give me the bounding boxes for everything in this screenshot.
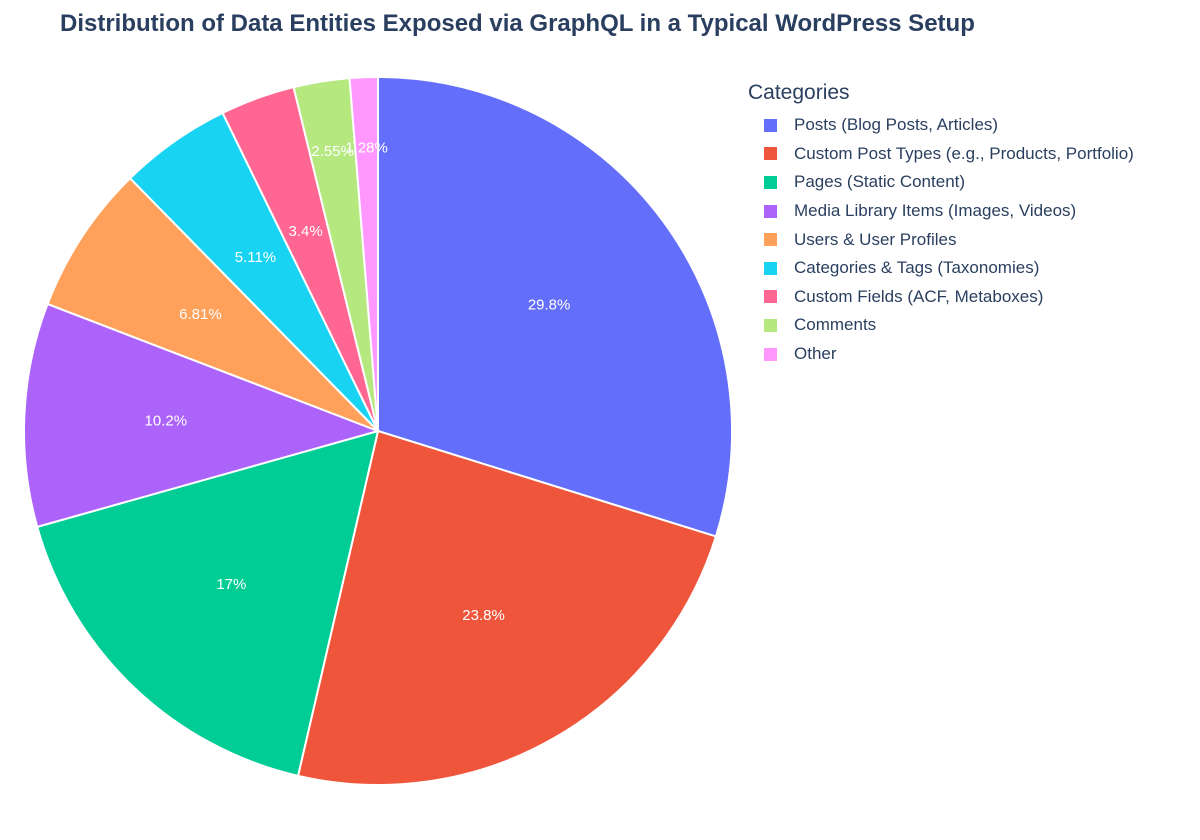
legend-label: Users & User Profiles [794, 229, 957, 249]
slice-label-custom-fields-acf-metaboxes: 3.4% [289, 223, 323, 240]
slice-label-other: 1.28% [345, 140, 388, 157]
pie-slice-pages-static-content[interactable] [35, 429, 380, 778]
legend-item-categories-tags-taxonomies[interactable]: Categories & Tags (Taxonomies) [748, 254, 1134, 283]
chart-title: Distribution of Data Entities Exposed vi… [60, 10, 975, 37]
legend-label: Comments [794, 315, 877, 335]
legend-label: Posts (Blog Posts, Articles) [794, 115, 999, 135]
slice-label-comments: 2.55% [311, 143, 354, 160]
legend-item-other[interactable]: Other [748, 340, 1134, 369]
legend-item-custom-fields-acf-metaboxes[interactable]: Custom Fields (ACF, Metaboxes) [748, 283, 1134, 312]
slice-label-custom-post-types-e-g-products-portfolio: 23.8% [462, 607, 505, 624]
slice-label-users-user-profiles: 6.81% [179, 306, 222, 323]
legend-label: Pages (Static Content) [794, 172, 966, 192]
legend-swatch [764, 118, 777, 132]
pie-slice-custom-post-types-e-g-products-portfolio[interactable] [296, 429, 718, 786]
legend-swatch [764, 318, 777, 332]
pie-slice-media-library-items-images-videos[interactable] [23, 302, 382, 529]
slice-label-posts-blog-posts-articles: 29.8% [528, 297, 571, 314]
legend-items: Posts (Blog Posts, Articles) Custom Post … [748, 111, 1134, 368]
pie-slices [23, 75, 733, 786]
legend-swatch [764, 233, 777, 247]
legend: Categories Posts (Blog Posts, Articles) C… [748, 81, 1134, 368]
legend-item-custom-post-types-e-g-products-portfolio[interactable]: Custom Post Types (e.g., Products, Portf… [748, 140, 1134, 169]
legend-label: Custom Fields (ACF, Metaboxes) [794, 286, 1044, 306]
legend-swatch [764, 290, 777, 304]
legend-item-comments[interactable]: Comments [748, 311, 1134, 340]
legend-title: Categories [748, 81, 850, 104]
legend-swatch [764, 147, 777, 161]
legend-swatch [764, 261, 777, 275]
slice-label-pages-static-content: 17% [216, 576, 246, 593]
pie-slice-other[interactable] [348, 75, 379, 432]
legend-label: Other [794, 344, 837, 364]
slice-label-media-library-items-images-videos: 10.2% [145, 413, 188, 430]
legend-swatch [764, 175, 777, 189]
legend-label: Media Library Items (Images, Videos) [794, 201, 1077, 221]
legend-item-media-library-items-images-videos[interactable]: Media Library Items (Images, Videos) [748, 197, 1134, 226]
pie-labels: 29.8% 23.8% 17% 10.2% 6.81% 5.11% 3.4% 2.55%1.2… [145, 140, 571, 624]
pie-slice-users-user-profiles[interactable] [46, 176, 379, 432]
legend-item-pages-static-content[interactable]: Pages (Static Content) [748, 168, 1134, 197]
pie-slice-posts-blog-posts-articles[interactable] [377, 75, 733, 538]
legend-swatch [764, 204, 777, 218]
legend-item-posts-blog-posts-articles[interactable]: Posts (Blog Posts, Articles) [748, 111, 1134, 140]
slice-label-categories-tags-taxonomies: 5.11% [235, 249, 276, 266]
legend-label: Custom Post Types (e.g., Products, Portf… [794, 143, 1134, 163]
legend-swatch [764, 347, 777, 361]
legend-label: Categories & Tags (Taxonomies) [794, 258, 1040, 278]
legend-item-users-user-profiles[interactable]: Users & User Profiles [748, 225, 1134, 254]
